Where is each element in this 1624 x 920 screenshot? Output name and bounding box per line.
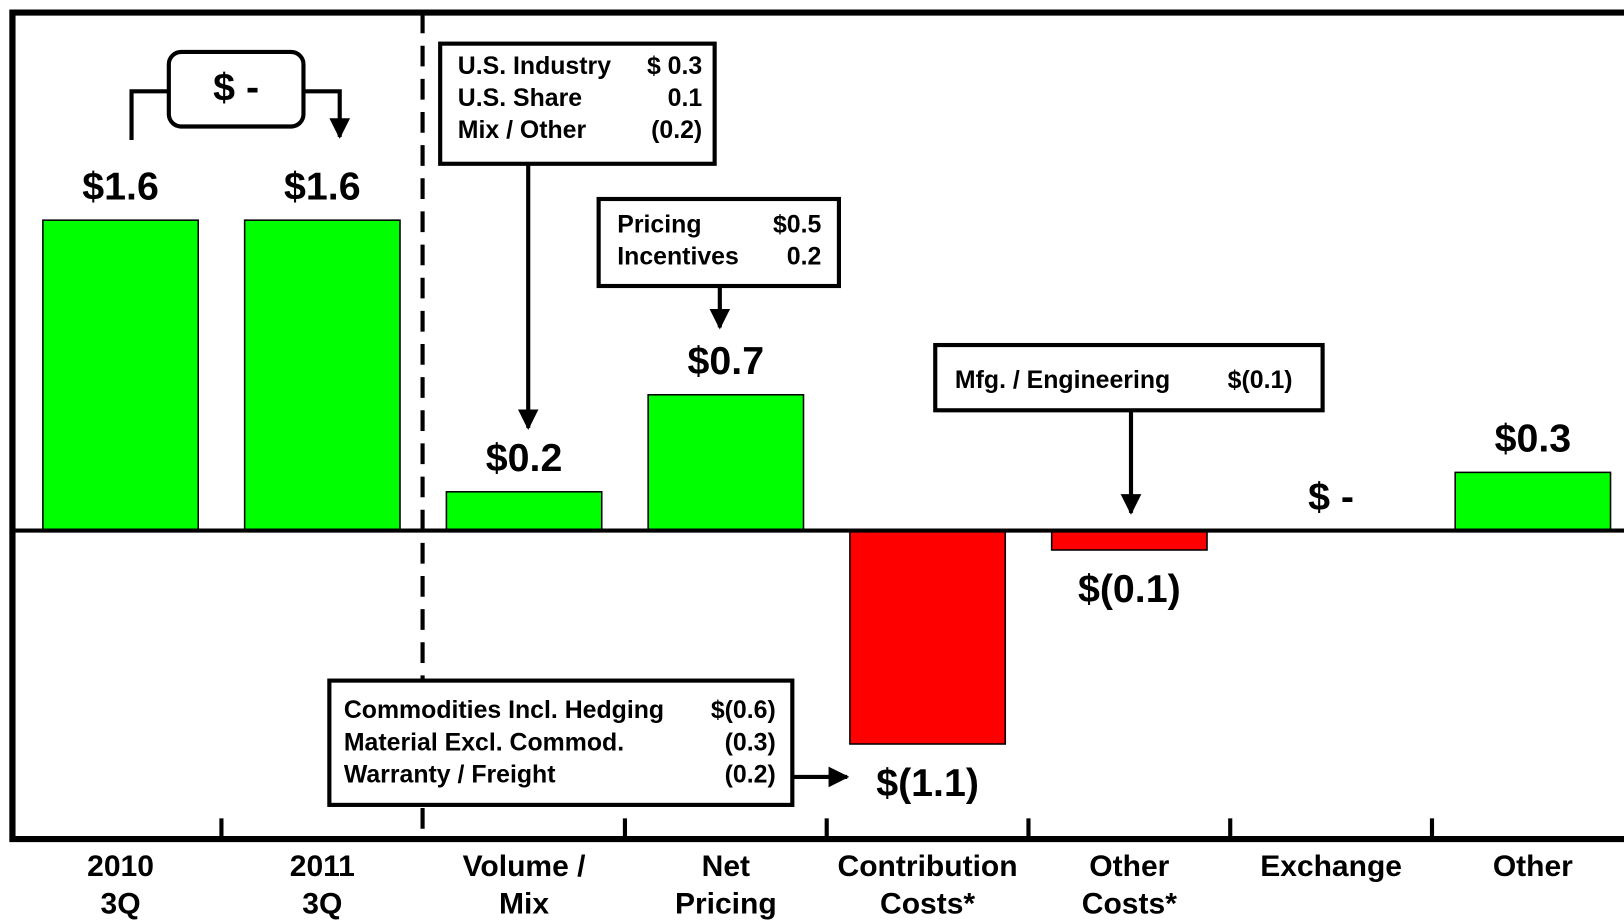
callout-value: 0.1 — [668, 85, 703, 112]
x-tick-line: Volume / — [463, 850, 587, 883]
bar — [243, 219, 401, 532]
bar — [647, 394, 805, 532]
x-tick-line: Mix — [499, 887, 549, 920]
callout-label: Commodities Incl. Hedging — [344, 697, 664, 724]
value-label: $ - — [1308, 475, 1354, 519]
value-label: $(1.1) — [876, 761, 979, 805]
callout-value: (0.3) — [725, 729, 776, 756]
bar — [1454, 471, 1612, 532]
callout-value: (0.2) — [725, 761, 776, 788]
x-tick-line: 3Q — [302, 887, 342, 920]
value-label: $0.7 — [688, 339, 765, 383]
x-tick-line: 2011 — [290, 850, 355, 883]
x-tick-label: Other Costs* — [1082, 850, 1177, 920]
callout-label: Pricing — [617, 211, 701, 238]
bar — [42, 219, 200, 532]
callout-value: $(0.6) — [711, 697, 776, 724]
bridge-label: $ - — [213, 66, 259, 110]
callout-value: $(0.1) — [1228, 367, 1293, 394]
x-tick-line: Pricing — [675, 887, 777, 920]
x-tick-label: Net Pricing — [675, 850, 777, 920]
callout-label: Mfg. / Engineering — [955, 367, 1170, 394]
callout-value: $ 0.3 — [647, 53, 702, 80]
callout-label: U.S. Share — [458, 85, 582, 112]
bar — [849, 529, 1007, 745]
callout-box — [596, 196, 841, 289]
value-label: $1.6 — [82, 164, 159, 208]
value-label: $0.3 — [1495, 417, 1572, 461]
x-tick-line: Other — [1089, 850, 1169, 883]
x-tick-line: Costs* — [1082, 887, 1177, 920]
bar — [445, 491, 603, 532]
x-tick-line: Other — [1493, 850, 1573, 883]
callout-box — [933, 342, 1325, 413]
callout-value: $0.5 — [773, 211, 822, 238]
callout-label: U.S. Industry — [458, 53, 611, 80]
x-tick-label: 2010 3Q — [87, 850, 154, 920]
x-tick-label: Exchange — [1260, 850, 1402, 883]
x-tick-line: Exchange — [1260, 850, 1402, 883]
value-label: $0.2 — [486, 436, 563, 480]
callout-value: (0.2) — [651, 117, 702, 144]
x-tick-line: Net — [702, 850, 750, 883]
callout-box — [327, 678, 795, 807]
x-tick-label: Contribution Costs* — [838, 850, 1018, 920]
x-tick-line: 3Q — [101, 887, 141, 920]
frame — [9, 9, 1624, 843]
callout-label: Warranty / Freight — [344, 761, 556, 788]
callout-box — [438, 41, 717, 166]
bar — [1050, 529, 1208, 551]
callout-label: Material Excl. Commod. — [344, 729, 624, 756]
callout-label: Mix / Other — [458, 117, 587, 144]
callout-label: Incentives — [617, 244, 739, 271]
bridge-box — [166, 49, 306, 129]
x-tick-line: 2010 — [87, 850, 154, 883]
x-tick-line: Costs* — [880, 887, 975, 920]
x-tick-label: Other — [1493, 850, 1573, 883]
value-label: $1.6 — [284, 164, 361, 208]
bridge-arrow — [129, 89, 340, 140]
x-tick-label: 2011 3Q — [290, 850, 355, 920]
x-tick-label: Volume / Mix — [463, 850, 587, 920]
value-label: $(0.1) — [1078, 567, 1181, 611]
callout-value: 0.2 — [787, 244, 822, 271]
x-tick-line: Contribution — [838, 850, 1018, 883]
